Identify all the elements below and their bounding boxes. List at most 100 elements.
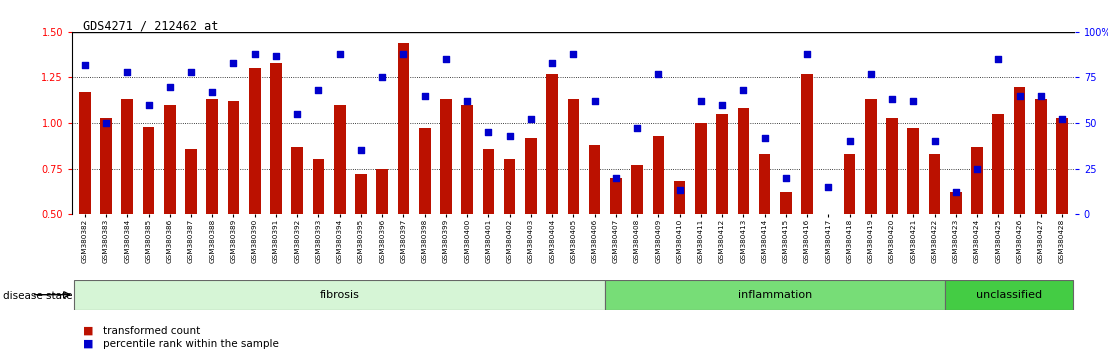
Bar — [695, 123, 707, 214]
Point — [968, 166, 986, 171]
Point — [352, 148, 370, 153]
Bar — [780, 192, 792, 214]
Point — [862, 71, 880, 76]
Bar — [312, 159, 325, 214]
Bar — [227, 101, 239, 214]
Text: inflammation: inflammation — [738, 290, 812, 300]
Bar — [1014, 86, 1025, 214]
Bar — [483, 149, 494, 214]
Bar — [440, 99, 452, 214]
Bar — [164, 105, 175, 214]
Bar — [759, 154, 770, 214]
Point — [904, 98, 922, 104]
Point — [373, 75, 391, 80]
Text: percentile rank within the sample: percentile rank within the sample — [103, 339, 279, 349]
Point — [522, 116, 540, 122]
Point — [288, 111, 306, 117]
Bar — [588, 145, 601, 214]
Bar — [907, 129, 920, 214]
Point — [586, 98, 604, 104]
Point — [76, 62, 94, 68]
Point — [692, 98, 710, 104]
Point — [841, 138, 859, 144]
Point — [416, 93, 433, 98]
Bar — [716, 114, 728, 214]
Text: ■: ■ — [83, 326, 93, 336]
Point — [331, 51, 349, 57]
Bar — [632, 165, 643, 214]
Bar — [185, 149, 197, 214]
Point — [1010, 93, 1028, 98]
Bar — [950, 192, 962, 214]
Text: transformed count: transformed count — [103, 326, 201, 336]
Point — [947, 189, 965, 195]
Bar — [653, 136, 664, 214]
Point — [119, 69, 136, 75]
Bar — [843, 154, 855, 214]
Point — [246, 51, 264, 57]
Bar — [334, 105, 346, 214]
Point — [543, 60, 561, 66]
Point — [437, 56, 454, 62]
Point — [98, 120, 115, 126]
Bar — [377, 169, 388, 214]
Bar — [993, 114, 1004, 214]
Bar — [143, 127, 154, 214]
Point — [989, 56, 1007, 62]
Bar — [611, 178, 622, 214]
Point — [394, 51, 412, 57]
Bar — [122, 99, 133, 214]
Point — [182, 69, 199, 75]
Bar — [504, 159, 515, 214]
Bar — [1035, 99, 1047, 214]
Point — [883, 97, 901, 102]
Bar — [100, 118, 112, 214]
Bar — [567, 99, 579, 214]
Point — [670, 188, 688, 193]
Text: fibrosis: fibrosis — [320, 290, 360, 300]
Bar — [270, 63, 281, 214]
Point — [480, 129, 497, 135]
Bar — [525, 138, 536, 214]
Point — [501, 133, 519, 139]
Point — [161, 84, 178, 89]
Point — [459, 98, 476, 104]
Bar — [355, 174, 367, 214]
Text: GDS4271 / 212462_at: GDS4271 / 212462_at — [83, 19, 218, 33]
Bar — [461, 105, 473, 214]
Bar — [546, 74, 558, 214]
Point — [564, 51, 583, 57]
Bar — [74, 280, 605, 310]
Point — [925, 138, 943, 144]
Bar — [79, 92, 91, 214]
Point — [777, 175, 794, 181]
Bar — [886, 118, 897, 214]
Bar — [674, 181, 686, 214]
Bar — [206, 99, 218, 214]
Point — [649, 71, 667, 76]
Bar — [972, 147, 983, 214]
Point — [1053, 116, 1070, 122]
Point — [225, 60, 243, 66]
Bar — [419, 129, 431, 214]
Bar — [801, 74, 813, 214]
Point — [714, 102, 731, 108]
Point — [756, 135, 773, 141]
Point — [628, 126, 646, 131]
Point — [267, 53, 285, 58]
Bar — [249, 68, 260, 214]
Bar — [605, 280, 945, 310]
Bar — [398, 43, 409, 214]
Bar — [945, 280, 1073, 310]
Point — [820, 184, 838, 190]
Point — [735, 87, 752, 93]
Bar — [738, 108, 749, 214]
Text: unclassified: unclassified — [976, 290, 1042, 300]
Point — [1032, 93, 1049, 98]
Bar — [929, 154, 941, 214]
Point — [204, 89, 222, 95]
Bar — [291, 147, 304, 214]
Text: ■: ■ — [83, 339, 93, 349]
Bar — [865, 99, 876, 214]
Point — [309, 87, 327, 93]
